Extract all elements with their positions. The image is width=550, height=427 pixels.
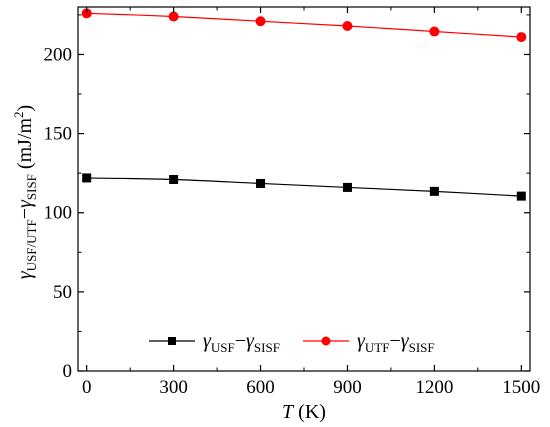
legend: γUSF−γSISF γUTF−γSISF — [149, 330, 435, 355]
data-point-square — [82, 173, 92, 183]
y-tick-label: 0 — [63, 361, 73, 382]
legend-usf-gamma2: γ — [246, 330, 255, 352]
axes-layer: 0 300 600 900 1200 1500 0 50 100 150 200 — [44, 6, 540, 398]
data-point-square — [169, 175, 179, 185]
series-line-0 — [86, 177, 522, 197]
x-tick-label: 900 — [333, 377, 362, 398]
data-point-circle — [342, 20, 353, 31]
legend-usf-sub: USF — [211, 340, 235, 355]
x-tick-label: 1200 — [415, 377, 453, 398]
data-point-circle — [81, 8, 92, 19]
x-tick-label: 600 — [246, 377, 275, 398]
y-axis-close: ) — [14, 105, 36, 112]
legend-utf-sub: UTF — [365, 340, 390, 355]
legend-utf-gamma2: γ — [401, 330, 410, 352]
x-tick-label: 1500 — [502, 377, 540, 398]
y-tick-label: 50 — [53, 282, 72, 303]
data-point-circle — [516, 32, 527, 43]
plot-frame — [77, 6, 531, 372]
x-axis-unit: (K) — [293, 401, 326, 423]
legend-utf-gamma: γ — [357, 330, 366, 352]
legend-utf-sub2: SISF — [409, 340, 435, 355]
y-axis-title: γUSF/UTF−γSISF (mJ/m2) — [11, 105, 39, 279]
data-point-square — [516, 191, 526, 201]
data-point-circle — [429, 26, 440, 37]
series-layer — [81, 8, 527, 201]
y-axis-gamma2: γ — [14, 199, 36, 208]
y-axis-sub2: SISF — [24, 174, 39, 200]
y-axis-gamma: γ — [14, 270, 36, 279]
data-point-square — [429, 186, 439, 196]
legend-usf-sub2: SISF — [254, 340, 280, 355]
y-tick-label: 100 — [44, 203, 73, 224]
legend-utf-minus: − — [389, 330, 400, 352]
legend-marker-usf — [168, 337, 176, 345]
x-axis-title: T (K) — [282, 401, 326, 423]
y-axis-sup: 2 — [11, 111, 26, 118]
legend-label-utf: γUTF−γSISF — [357, 330, 435, 355]
data-point-square — [256, 178, 266, 188]
x-tick-label: 0 — [82, 377, 92, 398]
legend-usf-gamma: γ — [203, 330, 212, 352]
y-tick-label: 150 — [44, 124, 73, 145]
series-line-1 — [86, 12, 522, 38]
y-axis-sub1: USF/UTF — [24, 219, 39, 271]
legend-marker-utf — [321, 336, 331, 346]
legend-usf-minus: − — [235, 330, 246, 352]
y-axis-minus: − — [14, 208, 36, 219]
y-tick-label: 200 — [44, 44, 73, 65]
data-point-circle — [168, 11, 179, 22]
x-tick-label: 300 — [159, 377, 188, 398]
legend-label-usf: γUSF−γSISF — [203, 330, 280, 355]
y-axis-unit: (mJ/m — [14, 118, 36, 175]
data-point-square — [342, 182, 352, 192]
x-axis-var: T — [282, 401, 295, 423]
data-point-circle — [255, 16, 266, 27]
